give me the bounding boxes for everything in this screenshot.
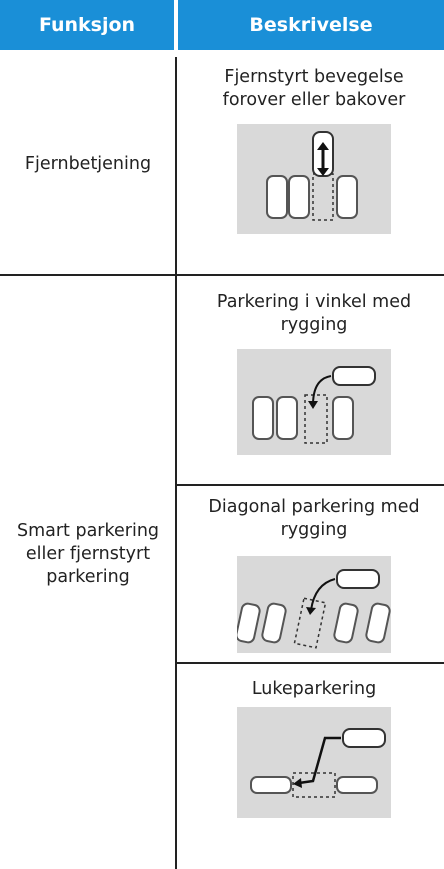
row-divider [0, 274, 444, 276]
description-text: Diagonal parkering med rygging [208, 497, 420, 540]
illustration [237, 349, 391, 455]
header-cell: Funksjon [0, 0, 174, 50]
illustration [237, 124, 391, 234]
description-text: Parkering i vinkel med rygging [216, 292, 412, 335]
header-cell: Beskrivelse [178, 0, 444, 50]
function-text: Fjernbetjening [24, 154, 152, 174]
description-text: Lukeparkering [251, 679, 377, 699]
function-text: Smart parkering eller fjernstyrt parkeri… [16, 521, 160, 587]
illustration [237, 707, 391, 818]
description-text: Fjernstyrt bevegelse forover eller bakov… [222, 67, 406, 110]
row-divider [176, 662, 444, 664]
row-divider [176, 484, 444, 486]
column-divider [175, 57, 177, 869]
illustration [237, 556, 391, 653]
